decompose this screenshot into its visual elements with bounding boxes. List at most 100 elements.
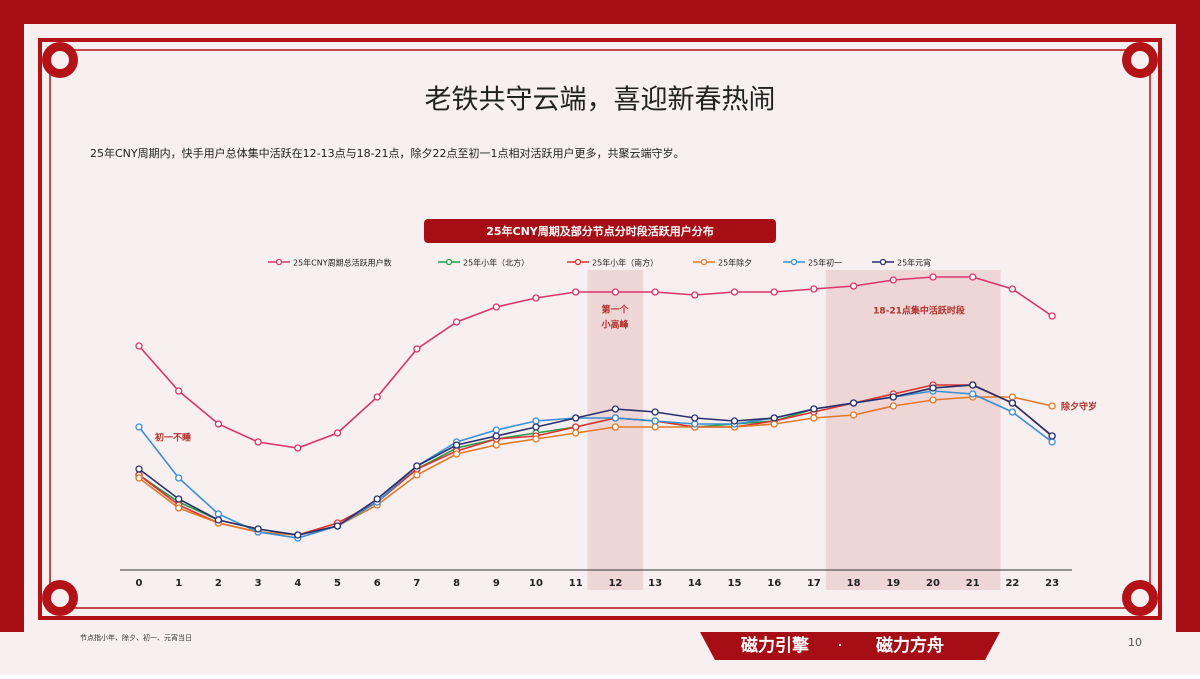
x-tick-label: 0 (136, 578, 143, 589)
data-point (969, 390, 977, 398)
data-point (572, 288, 580, 296)
data-point (651, 423, 659, 431)
annotation: 除夕守岁 (1061, 401, 1097, 413)
data-point (929, 273, 937, 281)
data-point (572, 429, 580, 437)
x-tick-label: 4 (294, 578, 301, 589)
legend-marker (275, 258, 283, 266)
page-number: 10 (1128, 636, 1142, 649)
data-point (294, 444, 302, 452)
legend-marker (790, 258, 798, 266)
data-point (611, 423, 620, 431)
data-point (294, 531, 302, 539)
data-point (1008, 285, 1017, 293)
data-point (333, 429, 342, 437)
footnote: 节点指小年、除夕、初一、元宵当日 (80, 633, 192, 642)
x-tick-label: 10 (529, 578, 543, 589)
x-tick-label: 6 (374, 578, 381, 589)
series-line (138, 276, 1053, 449)
data-point (452, 450, 461, 458)
data-point (572, 414, 580, 422)
data-point (1048, 312, 1056, 320)
data-point (333, 522, 342, 530)
annotation: 初一不睡 (155, 432, 191, 444)
x-tick-label: 14 (688, 578, 702, 589)
x-tick-label: 3 (255, 578, 262, 589)
data-point (810, 405, 818, 413)
data-point (651, 288, 659, 296)
data-point (929, 396, 937, 404)
x-tick-label: 11 (569, 578, 583, 589)
x-tick-label: 18 (847, 578, 861, 589)
x-tick-label: 20 (926, 578, 940, 589)
data-point (849, 282, 858, 290)
data-point (135, 342, 143, 350)
highlight-band (825, 270, 1001, 590)
data-point (373, 495, 381, 503)
annotation: 小高峰 (600, 319, 629, 331)
chart-title-box (424, 219, 776, 243)
panel-border-inner (49, 49, 1151, 609)
brand-tab (700, 632, 1000, 660)
x-tick-label: 2 (215, 578, 222, 589)
data-point (611, 288, 620, 296)
data-point (1008, 393, 1017, 401)
data-point (532, 435, 540, 443)
data-point (214, 420, 223, 428)
data-point (889, 393, 897, 401)
data-point (254, 438, 262, 446)
data-point (214, 516, 223, 524)
data-point (730, 417, 739, 425)
x-tick-label: 23 (1045, 578, 1059, 589)
chart-title: 25年CNY周期及部分节点分时段活跃用户分布 (486, 224, 714, 238)
data-point (254, 525, 262, 533)
legend-label: 25年除夕 (718, 258, 752, 268)
data-point (492, 426, 500, 434)
data-point (770, 414, 778, 422)
x-tick-label: 12 (608, 578, 622, 589)
x-tick-label: 8 (453, 578, 460, 589)
data-point (452, 441, 461, 449)
data-point (135, 423, 143, 431)
data-point (810, 414, 818, 422)
data-point (214, 510, 223, 518)
data-point (969, 381, 977, 389)
data-point (572, 423, 580, 431)
data-point (532, 417, 540, 425)
x-tick-label: 5 (334, 578, 341, 589)
panel-border (38, 38, 1162, 620)
x-tick-label: 16 (767, 578, 781, 589)
legend-marker (574, 258, 582, 266)
corner-ornaments (42, 42, 1158, 616)
data-point (651, 408, 659, 416)
data-point (452, 318, 461, 326)
legend-label: 25年小年（北方） (463, 258, 529, 268)
brand-separator: · (837, 636, 842, 656)
data-point (730, 288, 739, 296)
data-point (691, 420, 699, 428)
data-point (492, 303, 500, 311)
data-point (135, 465, 143, 473)
legend-marker (700, 258, 708, 266)
data-point (1048, 438, 1056, 446)
brand-name: 磁力引擎 (741, 635, 810, 656)
data-point (929, 384, 937, 392)
x-tick-label: 9 (493, 578, 500, 589)
plot: 0 1 2 3 4 5 6 7 8 9 10 11 12 13 14 15 16 17 18 19 20 21 22 2325… (120, 258, 1097, 590)
data-point (889, 276, 897, 284)
data-point (651, 417, 659, 425)
data-point (175, 474, 183, 482)
brand-name: 磁力方舟 (876, 635, 944, 656)
data-point (532, 294, 540, 302)
legend-label: 25年元宵 (897, 258, 931, 268)
footer (0, 632, 1200, 675)
legend-marker (879, 258, 887, 266)
data-point (413, 462, 421, 470)
legend-marker (445, 258, 453, 266)
data-point (532, 423, 540, 431)
x-tick-label: 22 (1005, 578, 1019, 589)
legend-label: 25年小年（南方） (592, 258, 658, 268)
x-tick-label: 15 (728, 578, 742, 589)
subtitle: 25年CNY周期内，快手用户总体集中活跃在12-13点与18-21点，除夕22点… (90, 146, 685, 160)
